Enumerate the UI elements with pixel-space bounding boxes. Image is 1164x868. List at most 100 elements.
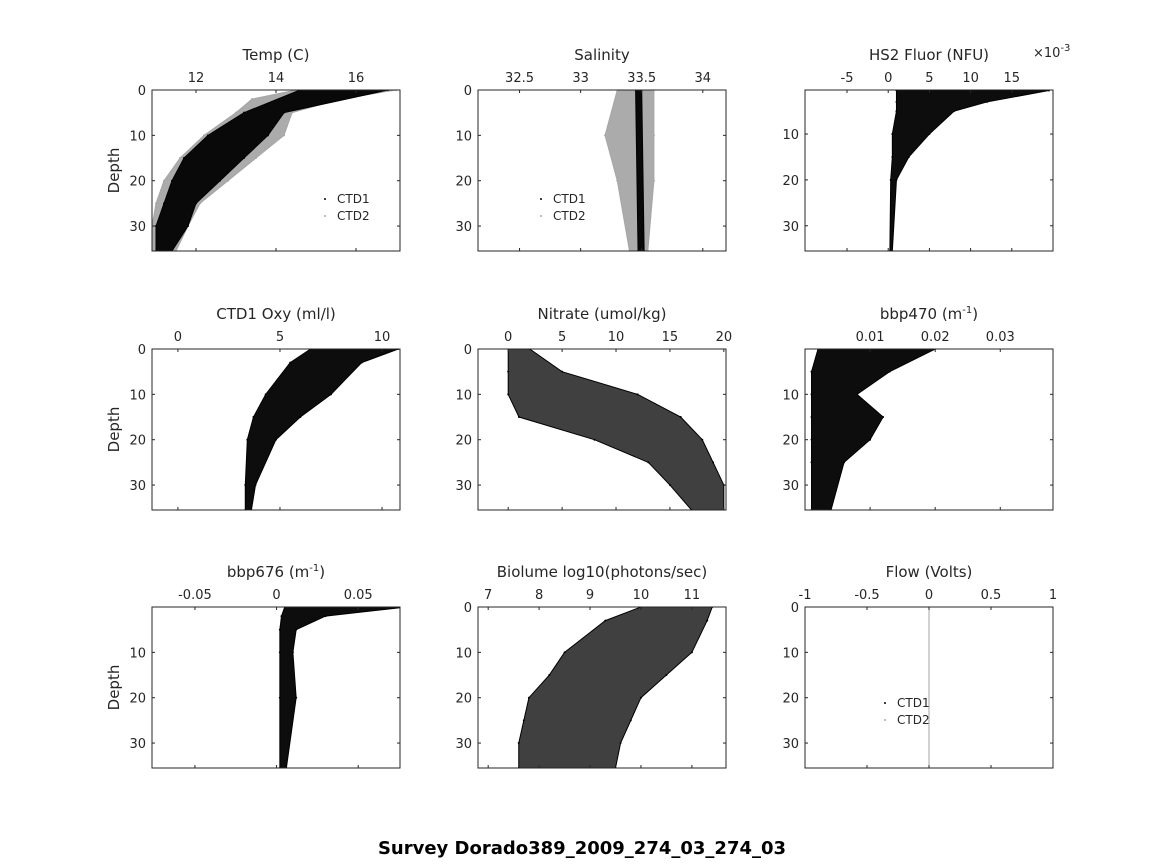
data-point — [986, 100, 989, 103]
y-tick-label: 20 — [129, 434, 146, 449]
data-point — [712, 461, 715, 464]
data-point — [616, 179, 619, 182]
data-point — [891, 155, 894, 158]
x-tick-label: 10 — [608, 330, 625, 345]
title-superscript: -1 — [962, 305, 972, 316]
data-point — [527, 696, 530, 699]
multiplier-base: ×10 — [1033, 46, 1060, 61]
data-point — [701, 438, 704, 441]
data-point — [203, 134, 205, 137]
data-point — [810, 370, 813, 373]
x-tick-label: 0 — [504, 330, 512, 345]
data-point — [928, 133, 931, 136]
y-tick-label: 30 — [455, 479, 472, 494]
figure-title: Survey Dorado389_2009_274_03_274_03 — [378, 838, 786, 859]
x-tick-label: -0.05 — [178, 588, 212, 603]
subplot-2: 32.5 33 33.5 34 0 10 20 30 Salinity CTD1 CTD2 — [455, 46, 727, 252]
data-point — [235, 111, 237, 114]
data-point — [299, 416, 302, 419]
axes-box — [151, 348, 401, 511]
y-tick-label: 30 — [455, 737, 472, 752]
x-tick-label: 15 — [1004, 71, 1021, 86]
legend: CTD1 CTD2 — [540, 192, 586, 223]
data-point — [274, 438, 277, 441]
x-tick-label: 0.02 — [921, 330, 950, 345]
data-point — [507, 370, 510, 373]
series-cloud-ctd1 — [279, 607, 400, 768]
data-point — [183, 157, 185, 160]
y-tick-label: 0 — [138, 343, 146, 358]
legend-marker-ctd1 — [540, 198, 542, 200]
data-point — [267, 134, 269, 137]
x-tick-label: 10 — [374, 330, 391, 345]
x-tick-label: 32.5 — [505, 71, 534, 86]
x-tick-label: 0.01 — [856, 330, 885, 345]
y-tick-label: 0 — [791, 601, 799, 616]
data-point — [647, 461, 650, 464]
data-point — [517, 416, 520, 419]
data-point — [548, 674, 551, 677]
x-tick-label: 9 — [586, 588, 594, 603]
data-point — [255, 157, 257, 160]
subplot-title: HS2 Fluor (NFU) — [869, 46, 989, 64]
axes-box — [477, 89, 727, 252]
title-text: HS2 Fluor (NFU) — [869, 46, 989, 64]
data-point — [246, 438, 249, 441]
data-point — [639, 696, 642, 699]
y-tick-label: 10 — [129, 646, 146, 661]
data-point — [563, 651, 566, 654]
legend-entry-ctd2: CTD2 — [897, 713, 930, 727]
y-tick-label: 20 — [782, 434, 799, 449]
legend-marker-ctd1 — [324, 198, 326, 200]
y-tick-label: 10 — [782, 646, 799, 661]
data-point — [882, 416, 885, 419]
data-point — [522, 719, 525, 722]
x-tick-label: -1 — [799, 588, 812, 603]
title-text: bbp676 (m — [227, 563, 309, 581]
data-point — [251, 98, 253, 101]
data-point — [888, 370, 891, 373]
y-axis-label: Depth — [105, 148, 123, 194]
legend-entry-ctd1: CTD1 — [337, 192, 370, 206]
y-tick-label: 0 — [464, 343, 472, 358]
y-tick-label: 20 — [455, 175, 472, 190]
plot-area — [278, 606, 408, 768]
legend: CTD1 CTD2 — [324, 192, 370, 223]
title-text: CTD1 Oxy (ml/l) — [216, 305, 336, 323]
x-tick-label: 33 — [572, 71, 589, 86]
y-tick-label: 10 — [782, 388, 799, 403]
x-tick-label: 0 — [925, 588, 933, 603]
title-text: Flow (Volts) — [886, 563, 973, 581]
data-point — [843, 461, 846, 464]
data-point — [810, 438, 813, 441]
series-cloud-ctd1 — [507, 349, 725, 510]
data-point — [895, 100, 898, 103]
data-point — [619, 742, 622, 745]
y-tick-label: 20 — [129, 175, 146, 190]
y-tick-label: 20 — [129, 692, 146, 707]
data-point — [278, 696, 281, 699]
subplot-title: bbp676 (m-1) — [227, 563, 325, 581]
y-tick-label: 30 — [129, 479, 146, 494]
title-text: Nitrate (umol/kg) — [538, 305, 667, 323]
data-point — [264, 393, 267, 396]
x-tick-label: 5 — [276, 330, 284, 345]
legend: CTD1 CTD2 — [884, 696, 930, 727]
x-tick-label: 10 — [633, 588, 650, 603]
data-point — [895, 178, 898, 181]
y-tick-label: 20 — [455, 692, 472, 707]
data-point — [953, 110, 956, 113]
subplot-title: Temp (C) — [242, 46, 310, 64]
x-tick-label: 34 — [695, 71, 712, 86]
y-tick-label: 30 — [129, 737, 146, 752]
data-point — [278, 628, 281, 631]
data-point — [593, 438, 596, 441]
data-point — [406, 606, 408, 608]
data-point — [283, 111, 285, 114]
data-point — [895, 110, 898, 113]
y-tick-label: 0 — [464, 84, 472, 99]
x-tick-label: 1 — [1049, 588, 1057, 603]
data-point — [278, 651, 281, 654]
legend-marker-ctd1 — [884, 702, 886, 704]
data-point — [668, 484, 671, 487]
